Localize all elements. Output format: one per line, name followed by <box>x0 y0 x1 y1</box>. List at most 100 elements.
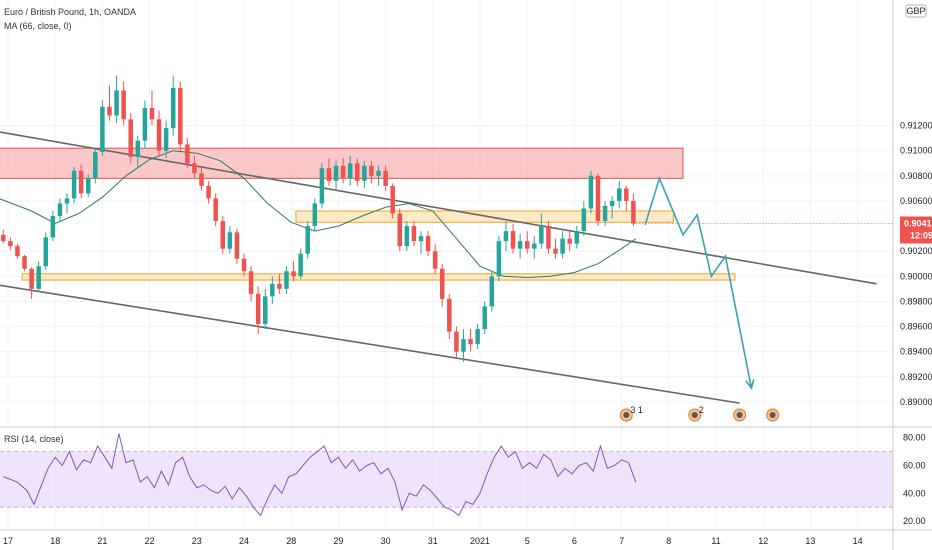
candle-body <box>624 188 629 201</box>
time-tick-label: 5 <box>525 536 530 546</box>
candle-body <box>156 119 162 151</box>
candle-body <box>241 258 247 272</box>
time-tick-label: 2021 <box>470 536 490 546</box>
candle-body <box>128 119 133 157</box>
price-tick-label: 0.90600 <box>900 196 932 206</box>
current-price-time: 12:09 <box>910 231 932 241</box>
rsi-panel <box>0 426 932 517</box>
time-tick-label: 18 <box>50 536 60 546</box>
currency-label: GBP <box>906 6 925 16</box>
candle-body <box>100 106 105 152</box>
currency-button[interactable] <box>905 4 927 18</box>
candle-body <box>432 251 438 269</box>
candle-body <box>114 90 119 116</box>
candle-body <box>142 108 148 141</box>
candle-body <box>326 168 332 181</box>
candle-body <box>284 271 289 289</box>
candle-body <box>78 170 84 194</box>
moving-average <box>0 150 637 279</box>
candle-body <box>178 87 183 145</box>
time-tick-label: 17 <box>3 536 13 546</box>
candle-body <box>581 208 587 232</box>
candle-body <box>362 165 367 181</box>
candle-body <box>390 185 395 214</box>
candle-body <box>503 231 509 242</box>
rsi-tick-label: 80.00 <box>903 433 926 443</box>
time-tick-label: 31 <box>428 536 438 546</box>
price-tick-label: 0.91200 <box>900 121 932 131</box>
time-tick-label: 8 <box>666 536 671 546</box>
flag-icon-inner <box>691 412 698 418</box>
candle-body <box>270 283 275 297</box>
time-tick-label: 13 <box>805 536 815 546</box>
candle-body <box>1 234 6 242</box>
candle-body <box>312 203 318 227</box>
candle-body <box>347 163 353 179</box>
time-tick-label: 24 <box>239 536 249 546</box>
candle-body <box>71 170 77 199</box>
candle-body <box>560 238 565 254</box>
candle-body <box>482 306 487 330</box>
trend-line-lower[interactable] <box>0 284 740 404</box>
candle-body <box>206 185 211 199</box>
current-price-box: 0.90415 12:09 <box>900 216 932 244</box>
candle-body <box>517 241 523 249</box>
trend-line-upper[interactable] <box>0 131 877 285</box>
candle-body <box>489 276 495 307</box>
ma-legend[interactable]: MA (66, close, 0) <box>4 21 72 31</box>
forecast-line[interactable] <box>644 175 753 389</box>
candle-body <box>602 205 608 222</box>
ma-line <box>0 150 637 279</box>
forecast-path <box>644 175 755 390</box>
candle-body <box>496 241 502 277</box>
candle-body <box>383 170 388 186</box>
dot-icon-inner <box>736 412 743 418</box>
candle-body <box>248 271 254 294</box>
time-tick-label: 28 <box>286 536 296 546</box>
candle-body <box>333 165 339 181</box>
rsi-legend[interactable]: RSI (14, close) <box>4 434 64 444</box>
zone-support-lower[interactable] <box>21 273 736 281</box>
candle-body <box>475 329 480 345</box>
candle-body <box>57 203 63 217</box>
time-tick-label: 7 <box>619 536 624 546</box>
candle-body <box>305 226 310 254</box>
rsi-line <box>3 433 637 517</box>
time-tick-label: 6 <box>572 536 577 546</box>
candle-body <box>43 237 49 267</box>
time-tick-label: 23 <box>192 536 202 546</box>
candle-body <box>163 128 169 151</box>
event-marker-label: 2 <box>699 405 704 415</box>
candle-body <box>85 178 91 194</box>
candle-body <box>553 248 558 254</box>
candle-body <box>220 221 226 249</box>
candle-body <box>340 165 346 179</box>
symbol-legend[interactable]: Euro / British Pound, 1h, OANDA <box>4 7 136 17</box>
candle-body <box>319 168 325 204</box>
event-markers[interactable]: 3 1 2 <box>619 405 780 422</box>
candle-body <box>439 268 445 299</box>
forecast-arrowhead <box>745 379 755 390</box>
time-tick-label: 12 <box>758 536 768 546</box>
candle-body <box>631 200 636 224</box>
candle-body <box>418 236 424 242</box>
candle-body <box>404 226 410 247</box>
candle-body <box>93 151 98 179</box>
candle-body <box>546 226 551 249</box>
candle-body <box>454 331 459 352</box>
price-tick-label: 0.90000 <box>900 271 932 281</box>
candle-body <box>616 188 622 201</box>
candle-body <box>36 266 41 289</box>
price-tick-label: 0.89600 <box>900 322 932 332</box>
candle-body <box>595 175 601 222</box>
candle-body <box>567 238 572 244</box>
candle-body <box>425 236 431 252</box>
candle-body <box>291 271 296 277</box>
candle-body <box>149 108 155 120</box>
candle-body <box>468 339 473 345</box>
trend-lines <box>0 131 877 404</box>
candle-body <box>376 170 381 176</box>
candle-body <box>107 106 112 116</box>
